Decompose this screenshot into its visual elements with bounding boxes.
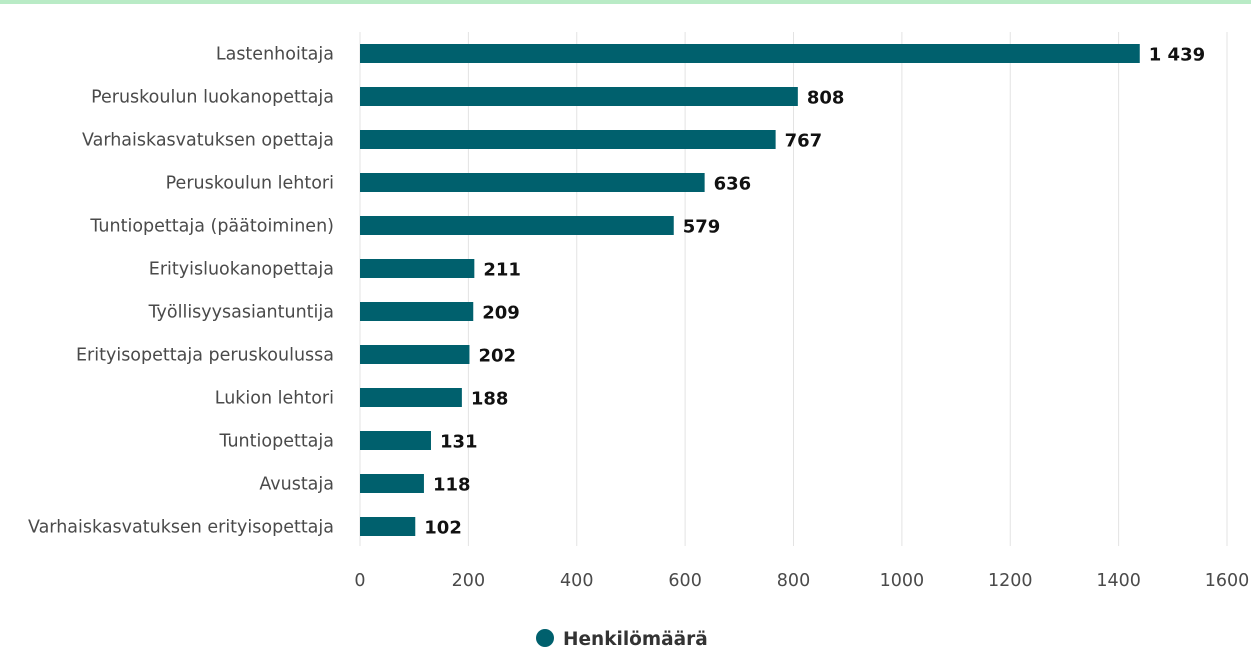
- category-label-10: Tuntiopettaja: [218, 432, 334, 452]
- value-label-5: 579: [683, 217, 721, 238]
- x-tick-label-800: 800: [777, 571, 810, 591]
- bar-5[interactable]: [360, 216, 674, 235]
- x-tick-label-600: 600: [668, 571, 701, 591]
- x-tick-label-1400: 1400: [1096, 571, 1141, 591]
- category-label-9: Lukion lehtori: [215, 389, 334, 409]
- legend-marker: [536, 629, 554, 647]
- value-label-1: 1 439: [1149, 45, 1205, 66]
- value-label-10: 131: [440, 432, 478, 453]
- bar-9[interactable]: [360, 388, 462, 407]
- category-label-7: Työllisyysasiantuntija: [148, 303, 334, 323]
- category-label-1: Lastenhoitaja: [216, 45, 334, 65]
- category-label-11: Avustaja: [259, 475, 334, 495]
- gridlines: [359, 32, 1228, 546]
- value-label-11: 118: [433, 475, 471, 496]
- bar-3[interactable]: [360, 130, 776, 149]
- bar-2[interactable]: [360, 87, 798, 106]
- category-label-2: Peruskoulun luokanopettaja: [91, 88, 334, 108]
- bar-4[interactable]: [360, 173, 705, 192]
- value-label-12: 102: [424, 518, 462, 539]
- value-label-8: 202: [478, 346, 516, 367]
- bars: [360, 44, 1140, 536]
- category-label-12: Varhaiskasvatuksen erityisopettaja: [28, 518, 334, 538]
- category-labels: Lastenhoitaja Peruskoulun luokanopettaja V…: [28, 45, 334, 538]
- bar-1[interactable]: [360, 44, 1140, 63]
- x-tick-label-200: 200: [452, 571, 485, 591]
- bar-6[interactable]: [360, 259, 475, 278]
- x-axis-ticks: 0 200 400 600 800 1000 1200 1400 1600: [354, 571, 1249, 591]
- category-label-4: Peruskoulun lehtori: [166, 174, 334, 194]
- category-label-3: Varhaiskasvatuksen opettaja: [82, 131, 334, 151]
- legend-label: Henkilömäärä: [563, 629, 708, 650]
- value-label-6: 211: [483, 260, 521, 281]
- category-label-5: Tuntiopettaja (päätoiminen): [89, 217, 334, 237]
- bar-7[interactable]: [360, 302, 474, 321]
- legend[interactable]: Henkilömäärä: [536, 629, 708, 650]
- bar-10[interactable]: [360, 431, 431, 450]
- bar-chart: Lastenhoitaja Peruskoulun luokanopettaja V…: [28, 32, 1249, 650]
- x-tick-label-1000: 1000: [880, 571, 925, 591]
- x-tick-label-1200: 1200: [988, 571, 1033, 591]
- x-tick-label-400: 400: [560, 571, 593, 591]
- value-label-2: 808: [807, 88, 845, 109]
- x-tick-label-0: 0: [354, 571, 365, 591]
- value-label-4: 636: [714, 174, 752, 195]
- value-labels: 1 439 808 767 636 579 211 209 202 188 131 118 102: [424, 45, 1205, 539]
- category-label-8: Erityisopettaja peruskoulussa: [76, 346, 334, 366]
- value-label-7: 209: [482, 303, 520, 324]
- bar-12[interactable]: [360, 517, 416, 536]
- value-label-9: 188: [471, 389, 509, 410]
- value-label-3: 767: [785, 131, 823, 152]
- category-label-6: Erityisluokanopettaja: [149, 260, 334, 280]
- bar-8[interactable]: [360, 345, 470, 364]
- bar-11[interactable]: [360, 474, 424, 493]
- x-tick-label-1600: 1600: [1205, 571, 1250, 591]
